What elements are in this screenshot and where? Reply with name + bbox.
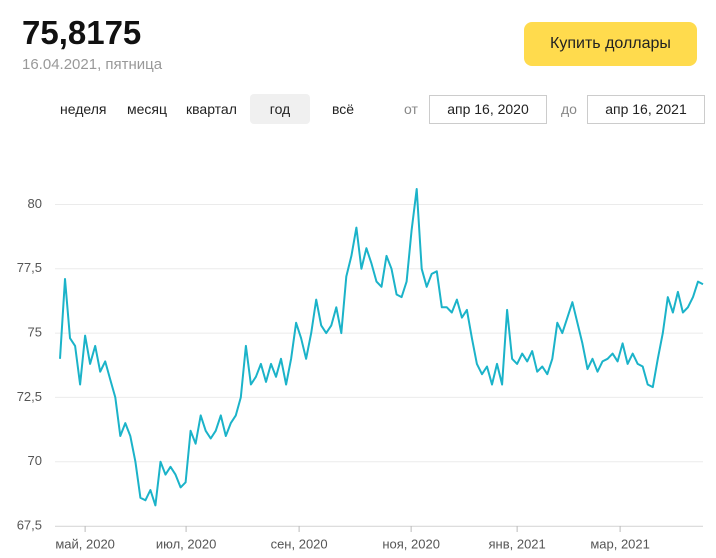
period-tab[interactable]: всё bbox=[332, 101, 355, 117]
from-label: от bbox=[404, 101, 418, 117]
x-tick-label: сен, 2020 bbox=[271, 536, 328, 551]
to-label: до bbox=[561, 101, 577, 117]
from-date[interactable]: апр 16, 2020 bbox=[429, 95, 547, 124]
y-tick-label: 67,5 bbox=[17, 517, 42, 532]
y-tick-label: 80 bbox=[28, 196, 42, 211]
y-tick-label: 70 bbox=[28, 453, 42, 468]
to-date[interactable]: апр 16, 2021 bbox=[587, 95, 705, 124]
price: 75,8175 bbox=[22, 14, 142, 51]
y-tick-label: 72,5 bbox=[17, 389, 42, 404]
period-tab[interactable]: месяц bbox=[127, 101, 168, 117]
x-tick-label: июл, 2020 bbox=[156, 536, 216, 551]
x-tick-label: янв, 2021 bbox=[488, 536, 545, 551]
y-tick-label: 75 bbox=[28, 325, 42, 340]
x-tick-label: мар, 2021 bbox=[590, 536, 650, 551]
buy-button[interactable]: Купить доллары bbox=[524, 22, 697, 66]
x-tick-label: май, 2020 bbox=[55, 536, 115, 551]
period-tab[interactable]: год bbox=[250, 94, 310, 124]
date: 16.04.2021, пятница bbox=[22, 56, 163, 73]
period-tab[interactable]: квартал bbox=[186, 101, 237, 117]
price-line bbox=[59, 188, 704, 507]
period-tab[interactable]: неделя bbox=[60, 101, 107, 117]
y-tick-label: 77,5 bbox=[17, 260, 42, 275]
x-tick-label: ноя, 2020 bbox=[382, 536, 440, 551]
